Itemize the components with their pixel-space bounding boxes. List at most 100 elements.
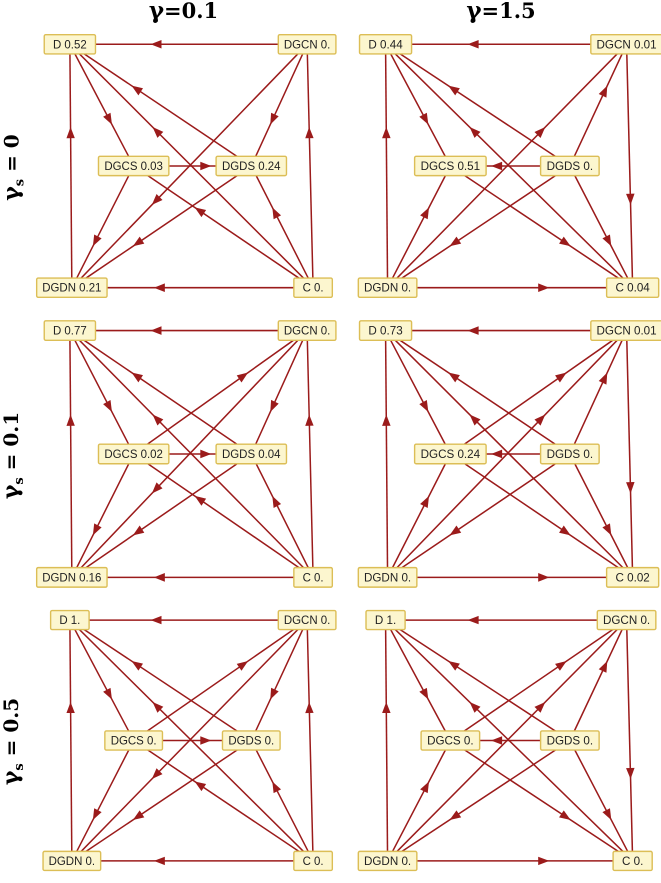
node-box-C [293,566,334,588]
node-label-C: C 0. [303,283,324,295]
arrowhead-DGCS-DGCN [236,372,249,383]
edge-D-DGCS [384,43,452,167]
node-DGDN: DGDN 0. [357,566,418,588]
edge-C-DGCN [306,330,314,578]
node-label-DGCS: DGCS 0. [427,736,474,748]
arrowhead-DGDS-C [602,234,612,247]
node-label-DGDS: DGDS 0.04 [222,448,281,461]
arrowhead-DGCS-C [559,236,571,247]
node-box-D [43,33,97,55]
arrowhead-C-D [469,127,481,138]
node-box-DGDN [35,566,108,588]
node-box-DGCS [104,730,164,751]
edge-C-DGDS [250,740,314,862]
node-box-DGDS [539,730,600,751]
arrowhead-C-D [152,414,164,426]
edge-C-DGCS [133,165,314,289]
arrowhead-DGCS-DGDS [200,449,212,459]
arrowhead-DGCS-DGDS [200,161,212,171]
arrowhead-D-DGCS [419,400,429,413]
edge-DGDN-D [384,44,389,288]
edge-C-DGCN [306,44,314,288]
node-DGDN: DGDN 0.16 [35,566,108,588]
arrowhead-DGCN-D [150,40,162,49]
gamma-symbol: γ [148,0,165,24]
node-label-DGCN: DGCN 0.01 [597,325,657,338]
arrowhead-DGCN-D [467,40,479,49]
graph-panel-r2c1: D 0.77 DGCN 0. DGCS 0.02 DGDS 0.04 DGDN 0.16… [26,310,341,600]
arrowhead-DGDS-D [131,372,144,383]
node-DGDN: DGDN 0. [357,850,418,872]
node-box-DGCS [420,730,481,751]
arrowhead-DGDS-DGCS [490,161,503,171]
invasion-graph: D 0.52 DGCN 0. DGCS 0.03 DGDS 0.24 DGDN 0.21… [35,33,337,299]
column-header-left: γ=0.1 [26,0,341,24]
node-box-DGDN [357,566,418,588]
node-label-C: C 0.02 [616,571,650,584]
node-box-DGCS [97,155,170,177]
node-label-DGDS: DGDS 0. [228,735,274,747]
node-DGDS: DGDS 0. [539,730,600,751]
edge-DGDS-DGDN [71,453,252,579]
node-DGCS: DGCS 0.51 [413,155,487,177]
edge-DGCS-DGDN [71,453,135,578]
edge-DGDS-D [69,43,252,167]
arrowhead-DGCN-C [626,193,635,205]
node-label-DGDS: DGDS 0.24 [222,161,281,173]
node-box-DGCN [596,609,657,631]
node-DGDS: DGDS 0. [539,155,600,177]
invasion-graph: D 1. DGCN 0. DGCS 0. DGDS 0. DGDN 0. C 0. [42,609,337,872]
arrowhead-DGDS-DGDN [449,236,462,247]
edge-DGDN-DGCS [386,165,452,289]
node-label-D: D 0.77 [53,325,87,338]
node-box-DGCN [590,33,661,55]
node-box-DGDN [357,277,418,299]
node-DGCS: DGCS 0.03 [97,155,170,177]
arrowhead-DGDN-DGCS [420,495,430,508]
arrowhead-DGCN-DGDS [270,112,279,125]
node-label-DGDN: DGDN 0.21 [42,283,101,295]
arrowhead-DGCS-DGCN [236,661,249,671]
row-label-value: 0.5 [0,697,24,733]
edge-DGCN-DGDS [250,43,308,167]
arrowhead-DGDN-C [538,573,550,582]
edge-C-DGCS [133,453,314,579]
gamma-s-symbol: γ [0,185,25,201]
node-box-DGDS [221,730,281,751]
edge-DGCS-DGDN [71,740,135,862]
arrowhead-DGDN-D [382,414,391,426]
arrowhead-DGCN-D [150,326,162,335]
edge-DGDS-D [69,619,252,742]
node-box-DGCN [277,320,337,342]
edge-DGCN-C [625,44,634,288]
arrowhead-C-DGDN [153,573,165,582]
edge-DGDS-DGCN [569,619,628,741]
column-header-right-value: 1.5 [499,0,536,23]
arrowhead-D-DGCS [103,687,112,700]
edge-DGCN-DGDN [71,330,308,578]
graph-panel-r1c2: D 0.44 DGCN 0.01 DGCS 0.51 DGDS 0. DGDN 0. C … [341,24,661,310]
node-box-D [358,33,413,55]
node-DGCN: DGCN 0.01 [590,320,661,342]
edge-DGDS-C [569,165,634,289]
node-label-D: D 0.73 [368,325,402,338]
arrowhead-DGCN-D [467,326,479,335]
arrowhead-DGCS-DGCN [555,372,567,383]
arrowhead-DGCS-DGDN [92,523,102,536]
node-box-C [605,566,660,588]
node-DGCN: DGCN 0. [596,609,657,631]
edge-D-DGCS [384,330,452,455]
edge-DGDS-DGDN [387,165,571,289]
arrowhead-C-DGDS [272,207,282,220]
node-DGCN: DGCN 0. [277,609,337,631]
node-C: C 0. [293,277,334,299]
edge-DGDN-D [69,44,73,288]
edge-DGCN-DGDN [71,619,308,862]
edge-DGDS-DGCN [569,43,628,167]
row-label-gamma-s-0.1: γs = 0.1 [0,411,28,499]
arrowhead-DGCN-DGDN [151,193,163,205]
node-box-DGDN [42,850,102,872]
graph-panel-r2c2: D 0.73 DGCN 0.01 DGCS 0.24 DGDS 0. DGDN 0. C … [341,310,661,600]
edge-DGCN-C [625,620,634,861]
